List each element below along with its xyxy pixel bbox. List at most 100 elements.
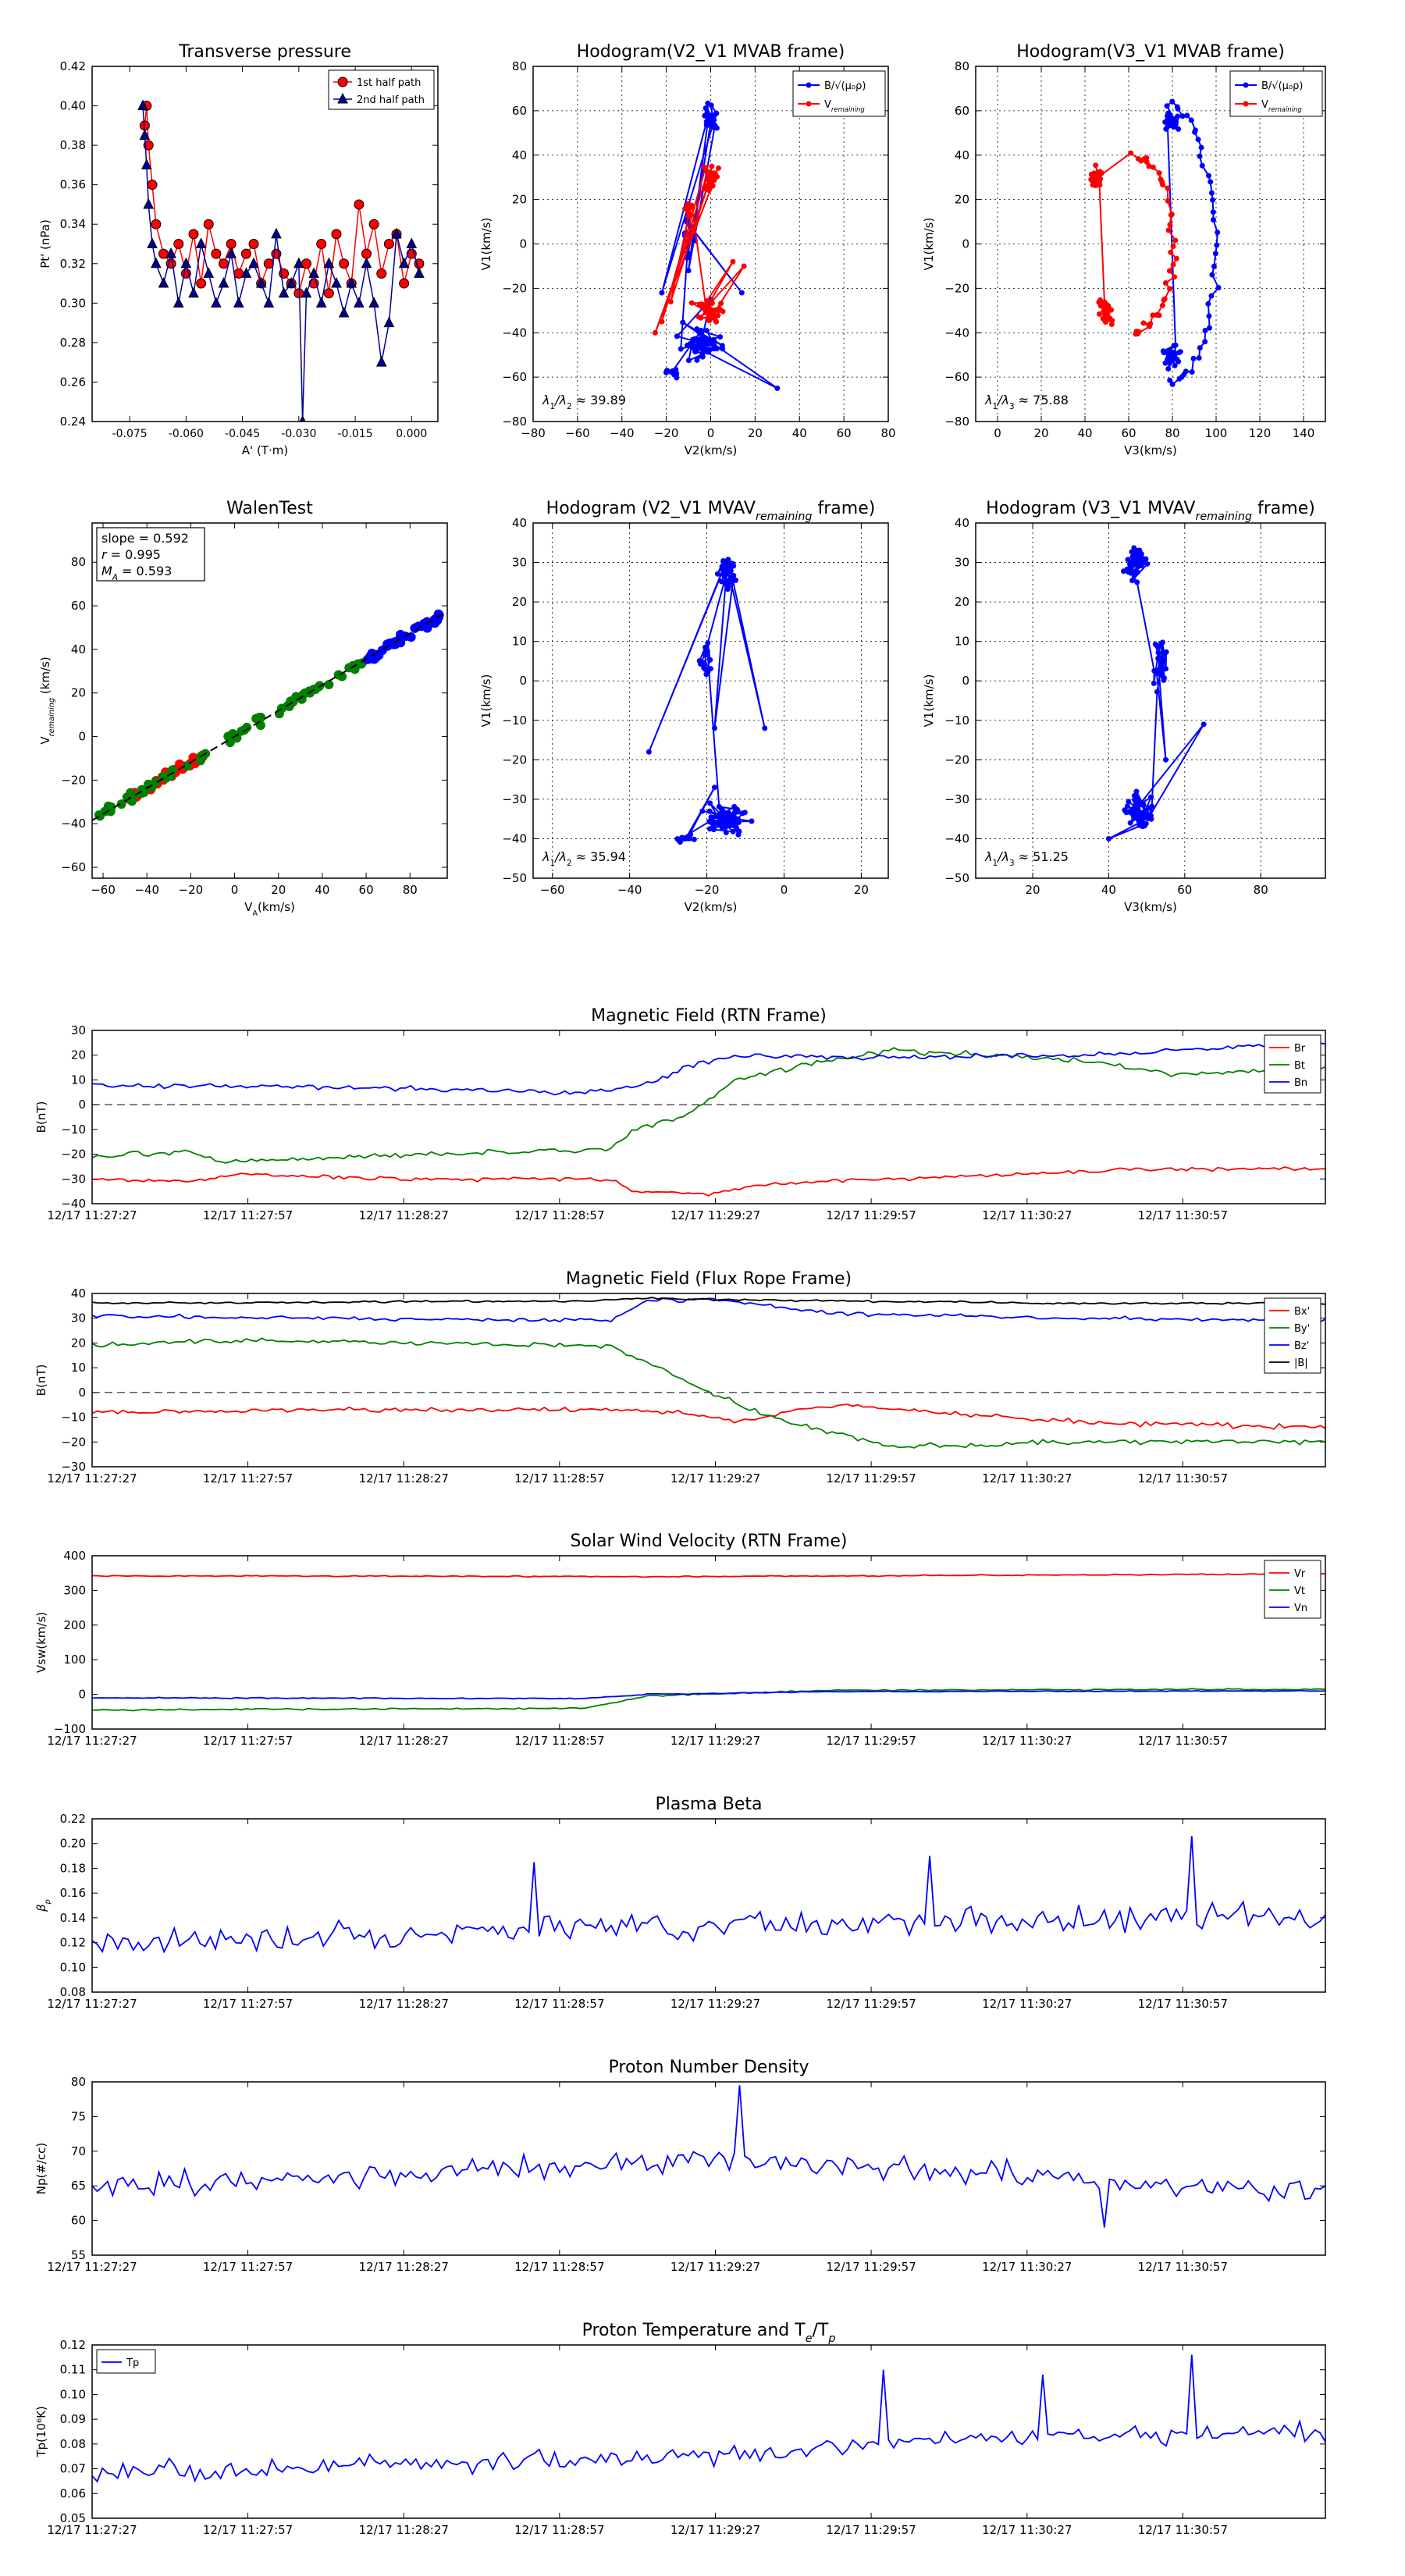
- y-tick-label: −40: [61, 1197, 86, 1211]
- data-point: [685, 268, 692, 274]
- data-point: [255, 276, 267, 288]
- data-point: [1144, 809, 1150, 816]
- data-point: [1165, 117, 1171, 123]
- y-tick-label: 0.28: [60, 336, 86, 350]
- plot-frame: [91, 66, 439, 422]
- x-tick-label: 12/17 11:29:57: [826, 2260, 916, 2274]
- y-tick-label: 0.11: [60, 2363, 86, 2377]
- y-tick-label: −100: [54, 1722, 86, 1736]
- y-tick-label: 20: [512, 193, 527, 207]
- data-point: [1126, 799, 1132, 805]
- data-point: [1174, 357, 1180, 363]
- series-line: [92, 1572, 1325, 1578]
- label-part: remaining: [1268, 105, 1302, 113]
- y-tick-label: −30: [61, 1172, 86, 1186]
- data-point: [1162, 279, 1168, 286]
- label-part: V: [1261, 99, 1268, 111]
- y-tick-label: 0.38: [60, 138, 86, 152]
- y-tick-label: −10: [61, 1123, 86, 1137]
- data-point: [1160, 673, 1166, 679]
- eigenvalue-ratio: λ1/λ2 ≈ 35.94: [542, 849, 626, 868]
- x-tick-label: 12/17 11:28:57: [514, 1734, 604, 1748]
- data-point: [151, 219, 162, 229]
- data-point: [256, 713, 266, 723]
- data-point: [1215, 284, 1222, 290]
- plot-marks: [652, 100, 781, 391]
- x-axis-label: V3(km/s): [1124, 443, 1177, 457]
- data-point: [705, 100, 711, 106]
- data-point: [1104, 311, 1110, 318]
- y-tick-label: −50: [502, 871, 527, 885]
- data-point: [702, 105, 709, 112]
- legend-marker: [806, 101, 812, 107]
- y-axis-label: V1(km/s): [479, 674, 493, 728]
- panel-hodogram-v3-v1-mvav: 20 40 60 80 −50 −40 −30 −20 −10 0 10 20 30 40 Hodogram…: [922, 499, 1326, 914]
- data-point: [699, 301, 705, 308]
- y-tick-label: 20: [512, 595, 527, 609]
- label-part: /λ: [996, 393, 1009, 407]
- legend-label: Tp: [126, 2357, 139, 2369]
- x-axis-label: V2(km/s): [685, 443, 738, 457]
- data-point: [147, 237, 158, 248]
- data-point: [1159, 302, 1165, 308]
- data-point: [688, 831, 694, 838]
- plot-area: [92, 1293, 1325, 1467]
- x-tick-label: 40: [792, 426, 807, 440]
- data-point: [714, 571, 720, 577]
- data-point: [248, 239, 259, 249]
- y-tick-label: 0.12: [60, 1936, 86, 1950]
- data-point: [731, 809, 738, 815]
- y-tick-label: 0.40: [60, 99, 86, 113]
- plot-marks: [137, 99, 425, 422]
- x-tick-label: 12/17 11:29:27: [670, 1471, 760, 1485]
- label-part: Hodogram (V3_V1 MVAV: [986, 499, 1195, 518]
- data-point: [1202, 328, 1208, 334]
- label-part: remaining: [48, 698, 56, 736]
- x-tick-label: −60: [565, 426, 590, 440]
- x-tick-label: −40: [610, 426, 635, 440]
- panel-plasma-beta: 12/17 11:27:27 12/17 11:27:57 12/17 11:28:…: [34, 1795, 1326, 2011]
- y-axis-label: V1(km/s): [479, 218, 493, 271]
- y-tick-label: 75: [71, 2109, 86, 2123]
- data-point: [1096, 311, 1102, 317]
- data-point: [248, 257, 259, 269]
- label-part: A: [252, 909, 258, 918]
- data-point: [1210, 197, 1216, 203]
- x-tick-label: 12/17 11:27:27: [47, 1997, 137, 2011]
- x-tick-label: 0: [707, 426, 715, 440]
- chart-title: Magnetic Field (Flux Rope Frame): [566, 1269, 852, 1289]
- data-point: [1164, 103, 1170, 109]
- label-part: remaining: [1196, 511, 1253, 523]
- label-part: ≈ 35.94: [572, 849, 626, 864]
- y-tick-label: 0.18: [60, 1861, 86, 1875]
- data-point: [398, 257, 410, 269]
- plot-frame: [532, 66, 889, 422]
- data-point: [346, 276, 357, 288]
- y-tick-label: 0.07: [60, 2462, 86, 2476]
- data-point: [699, 336, 705, 342]
- data-point: [1189, 368, 1195, 375]
- x-tick-label: 12/17 11:30:27: [982, 1208, 1072, 1222]
- series-line: [92, 1047, 1325, 1164]
- legend-label: Bx': [1294, 1306, 1310, 1318]
- x-tick-label: 12/17 11:28:27: [359, 1734, 449, 1748]
- label-part: 1: [992, 859, 998, 868]
- y-tick-label: 0: [78, 1688, 86, 1702]
- series-line: [92, 1297, 1325, 1323]
- data-point: [699, 351, 706, 358]
- data-point: [1165, 185, 1171, 191]
- chart-title: WalenTest: [226, 499, 313, 518]
- panel-proton-temperature: 12/17 11:27:27 12/17 11:27:57 12/17 11:28:…: [34, 2321, 1326, 2537]
- y-tick-label: 55: [71, 2248, 86, 2262]
- data-point: [712, 123, 718, 129]
- y-tick-label: −10: [502, 713, 527, 728]
- data-point: [1163, 649, 1169, 655]
- data-point: [674, 836, 681, 842]
- data-point: [711, 341, 717, 347]
- data-point: [1155, 655, 1161, 661]
- data-point: [173, 239, 184, 249]
- x-tick-label: 12/17 11:29:27: [670, 1997, 760, 2011]
- x-tick-label: 20: [1033, 426, 1048, 440]
- data-point: [706, 312, 712, 318]
- y-tick-label: 0.20: [60, 1837, 86, 1851]
